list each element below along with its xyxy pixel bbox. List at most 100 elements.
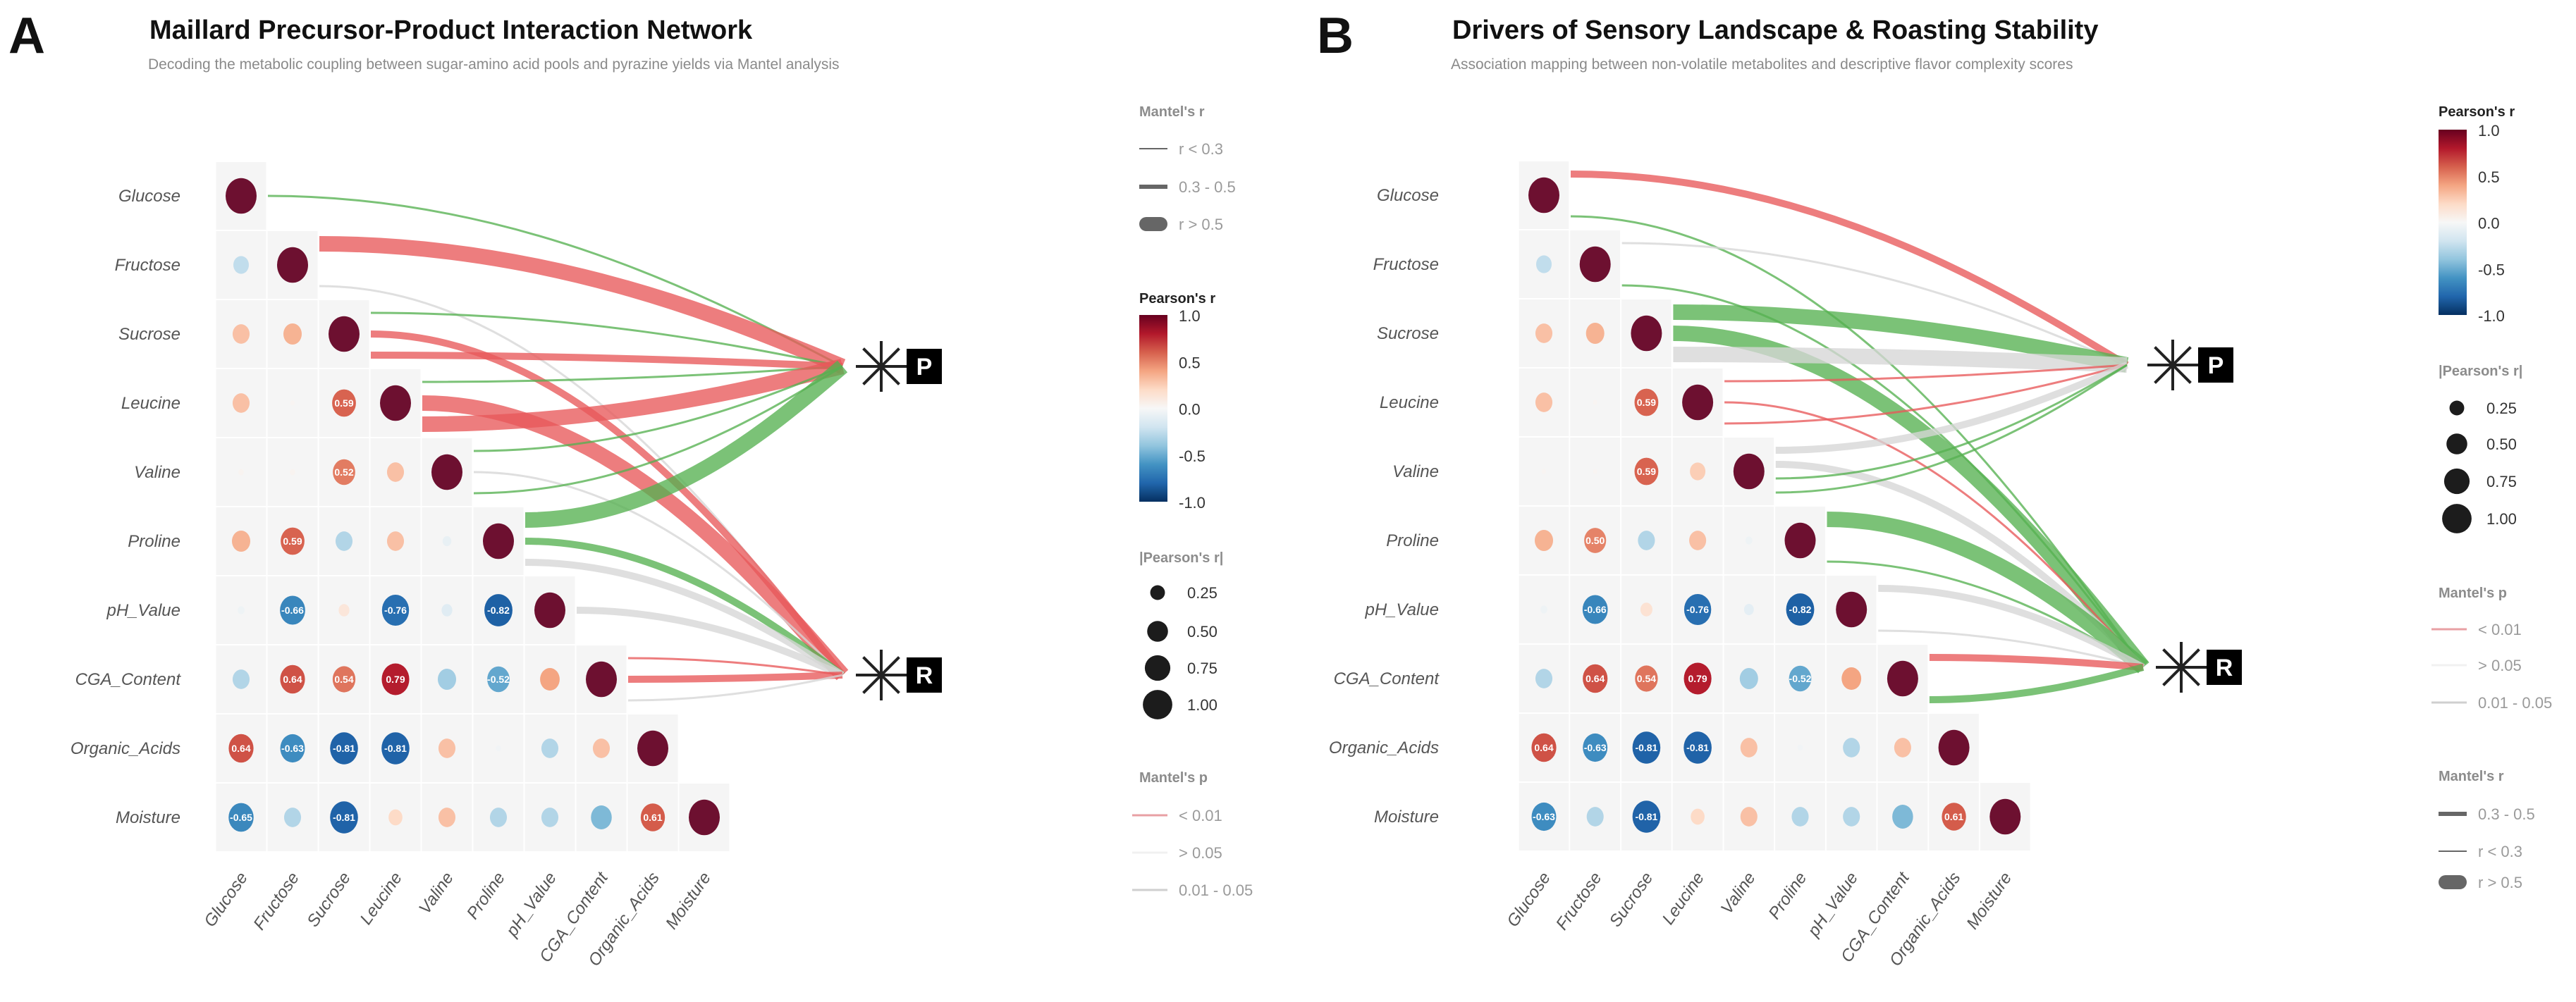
correlation-value-label: 0.79 bbox=[386, 674, 405, 685]
colorbar bbox=[2439, 130, 2467, 315]
legend-mantel-r: Mantel's r 0.3 - 0.5 r < 0.3 r > 0.5 bbox=[2439, 769, 2535, 891]
correlation-circle-Organic_Acids-Leucine bbox=[381, 732, 410, 765]
row-label: Sucrose bbox=[1377, 324, 1439, 343]
correlation-circle-Moisture-Glucose bbox=[1531, 802, 1557, 831]
correlation-circle-CGA_Content-pH_Value bbox=[540, 667, 560, 691]
colorbar-tick-label: 1.0 bbox=[2478, 122, 2500, 140]
row-label: Moisture bbox=[116, 808, 180, 827]
correlation-value-label: -0.65 bbox=[230, 812, 252, 823]
correlation-circle-Moisture-Proline bbox=[1791, 807, 1809, 827]
correlation-circle-Organic_Acids-Organic_Acids bbox=[637, 730, 668, 767]
correlation-circle-pH_Value-Fructose bbox=[280, 595, 305, 625]
legend-label: 0.3 - 0.5 bbox=[2478, 805, 2535, 823]
correlation-circle-CGA_Content-Proline bbox=[1789, 665, 1812, 692]
mantel-link-Leucine-to-P bbox=[1724, 364, 2128, 425]
correlation-circle-CGA_Content-CGA_Content bbox=[1887, 660, 1918, 697]
correlation-circle-Moisture-CGA_Content bbox=[1892, 805, 1913, 829]
correlation-value-label: -0.66 bbox=[281, 605, 304, 616]
correlation-value-label: -0.81 bbox=[333, 812, 355, 823]
correlation-value-label: -0.66 bbox=[1584, 604, 1607, 615]
correlation-circle-Leucine-Glucose bbox=[232, 393, 250, 413]
correlation-circle-Moisture-Valine bbox=[438, 808, 456, 827]
legend-label: 0.01 - 0.05 bbox=[2478, 694, 2552, 712]
legend-label: r < 0.3 bbox=[2478, 843, 2522, 860]
legend-label: 0.25 bbox=[2486, 400, 2517, 417]
correlation-circle-pH_Value-Sucrose bbox=[338, 604, 350, 617]
row-label: Valine bbox=[134, 463, 180, 482]
correlation-value-label: 0.50 bbox=[1586, 535, 1605, 546]
correlation-circle-CGA_Content-Leucine bbox=[381, 663, 410, 695]
legend-label: r > 0.5 bbox=[2478, 874, 2522, 891]
column-label: Proline bbox=[463, 869, 509, 923]
correlation-circle-pH_Value-Proline bbox=[484, 594, 513, 626]
mantel-link-Leucine-to-P bbox=[422, 359, 845, 432]
node-label: R bbox=[2216, 655, 2233, 681]
legend-label: > 0.05 bbox=[1179, 844, 1222, 862]
correlation-circle-CGA_Content-pH_Value bbox=[1841, 667, 1862, 691]
legend-size-circle bbox=[1147, 621, 1168, 642]
colorbar-tick-label: 0.5 bbox=[2478, 168, 2500, 186]
correlation-circle-Organic_Acids-Fructose bbox=[280, 734, 305, 763]
mantel-link-CGA_Content-to-R bbox=[1929, 654, 2144, 671]
correlation-circle-CGA_Content-Fructose bbox=[1583, 664, 1608, 693]
mantel-link-Valine-to-P bbox=[1775, 364, 2128, 494]
correlation-circle-Valine-Sucrose bbox=[1634, 457, 1659, 485]
legend-title: |Pearson's r| bbox=[2439, 364, 2522, 379]
legend: Mantel's r r < 0.3 0.3 - 0.5 r > 0.5 Pearson… bbox=[1132, 104, 1253, 899]
legend-size-circle bbox=[1143, 690, 1172, 719]
legend-label: < 0.01 bbox=[1179, 807, 1222, 824]
legend-label: 0.50 bbox=[2486, 435, 2517, 453]
legend-title: Mantel's r bbox=[1139, 104, 1205, 120]
correlation-value-label: -0.81 bbox=[1635, 742, 1657, 753]
correlation-circle-Valine-Leucine bbox=[1690, 462, 1706, 481]
mantel-link-Sucrose-to-P bbox=[1673, 347, 2128, 373]
correlation-circle-Valine-Valine bbox=[431, 454, 462, 490]
row-label: Leucine bbox=[1380, 393, 1439, 412]
row-label: Valine bbox=[1392, 462, 1439, 481]
legend-size-circle bbox=[2449, 400, 2465, 416]
colorbar bbox=[1139, 315, 1167, 502]
correlation-circle-Organic_Acids-Fructose bbox=[1583, 733, 1608, 762]
row-label: Moisture bbox=[1374, 808, 1439, 827]
correlation-circle-Proline-Leucine bbox=[1689, 531, 1707, 550]
correlation-value-label: 0.59 bbox=[334, 397, 353, 409]
panel-a-title: Maillard Precursor-Product Interaction N… bbox=[149, 16, 753, 45]
mantel-link-pH_Value-to-R bbox=[1878, 629, 2144, 669]
column-label: pH_Value bbox=[502, 869, 560, 941]
row-label: Proline bbox=[128, 532, 180, 551]
correlation-circle-Organic_Acids-Proline bbox=[1797, 744, 1803, 751]
correlation-value-label: -0.82 bbox=[487, 605, 510, 616]
correlation-value-label: 0.59 bbox=[1637, 466, 1656, 477]
correlation-value-label: 0.61 bbox=[1944, 811, 1963, 822]
row-label: Sucrose bbox=[118, 325, 180, 344]
correlation-circle-Sucrose-Glucose bbox=[232, 324, 250, 344]
legend-label: < 0.01 bbox=[2478, 621, 2522, 638]
legend-label: r > 0.5 bbox=[1179, 216, 1223, 233]
column-label: Valine bbox=[415, 869, 458, 917]
mantel-link-CGA_Content-to-R bbox=[627, 674, 843, 702]
node-label-box bbox=[907, 349, 942, 384]
correlation-circle-pH_Value-Valine bbox=[1743, 603, 1754, 616]
correlation-circle-Proline-Valine bbox=[1745, 536, 1753, 545]
row-label: Proline bbox=[1386, 531, 1439, 550]
legend-label: > 0.05 bbox=[2478, 657, 2522, 674]
correlation-circle-Leucine-Leucine bbox=[1682, 384, 1714, 421]
column-label: Leucine bbox=[357, 869, 406, 928]
correlation-circle-Moisture-Organic_Acids bbox=[640, 803, 666, 831]
asterisk-icon bbox=[2156, 642, 2207, 693]
row-label: Glucose bbox=[1377, 186, 1439, 205]
correlation-circle-CGA_Content-Sucrose bbox=[1635, 665, 1658, 692]
correlation-circle-Moisture-Moisture bbox=[689, 799, 720, 836]
legend-label: 0.50 bbox=[1187, 623, 1218, 641]
correlation-circle-Leucine-Fructose bbox=[290, 400, 295, 406]
correlation-circle-Moisture-CGA_Content bbox=[591, 805, 612, 829]
colorbar-tick-label: -1.0 bbox=[2478, 307, 2505, 325]
legend-pearson-colorbar: Pearson's r1.0 0.5 0.0 -0.5 -1.0 bbox=[1139, 291, 1215, 512]
correlation-circle-pH_Value-Fructose bbox=[1582, 595, 1608, 624]
row-label: Fructose bbox=[1373, 255, 1439, 274]
correlation-value-label: 0.59 bbox=[283, 536, 302, 547]
column-label: Glucose bbox=[1503, 869, 1554, 931]
node-P: P bbox=[2147, 340, 2233, 390]
colorbar-tick-label: 0.5 bbox=[1179, 354, 1201, 371]
